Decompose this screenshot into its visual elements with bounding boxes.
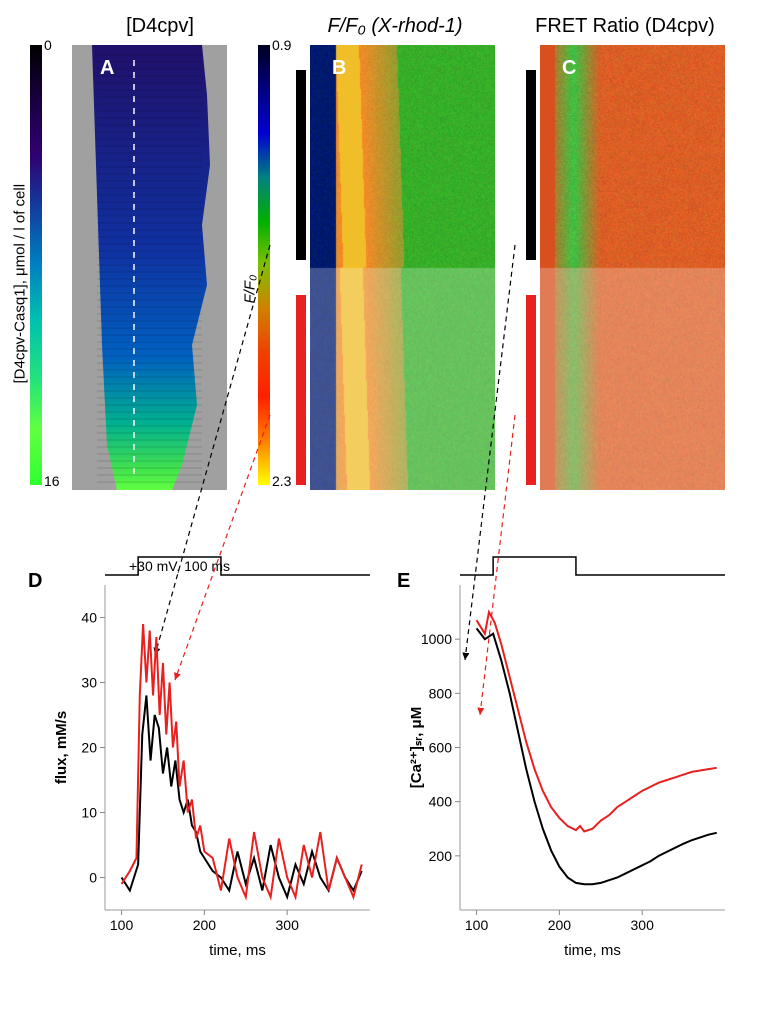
title-C: FRET Ratio (D4cpv) bbox=[520, 15, 730, 38]
title-B: F/F₀ (X-rhod-1) bbox=[300, 15, 490, 38]
figure-root: [D4cpv] F/F₀ (X-rhod-1) FRET Ratio (D4cp… bbox=[10, 15, 752, 994]
cbarA-bot: 16 bbox=[44, 473, 60, 489]
svg-text:10: 10 bbox=[81, 805, 97, 821]
pulse-bar-B-black bbox=[296, 70, 306, 260]
heatmap-C-canvas bbox=[540, 45, 725, 490]
letter-C: C bbox=[562, 57, 576, 80]
letter-B: B bbox=[332, 57, 346, 80]
svg-text:time, ms: time, ms bbox=[564, 942, 621, 959]
svg-text:0: 0 bbox=[89, 870, 97, 886]
title-A: [D4cpv] bbox=[80, 15, 240, 38]
heatmap-A: A bbox=[72, 45, 227, 490]
cbarB-top: 0.9 bbox=[272, 37, 291, 53]
heatmap-B-canvas bbox=[310, 45, 495, 490]
svg-text:300: 300 bbox=[631, 917, 655, 933]
cbarA-top: 0 bbox=[44, 37, 52, 53]
letter-E: E bbox=[397, 570, 410, 593]
svg-text:40: 40 bbox=[81, 610, 97, 626]
pulse-bar-C-black bbox=[526, 70, 536, 260]
svg-text:1000: 1000 bbox=[421, 631, 452, 647]
svg-text:100: 100 bbox=[110, 917, 134, 933]
svg-text:30: 30 bbox=[81, 675, 97, 691]
svg-text:200: 200 bbox=[429, 848, 453, 864]
svg-text:+30 mV, 100 ms: +30 mV, 100 ms bbox=[129, 558, 230, 574]
heatmap-C: C bbox=[540, 45, 725, 490]
letter-D: D bbox=[28, 570, 42, 593]
colorbar-B bbox=[258, 45, 270, 485]
svg-text:20: 20 bbox=[81, 740, 97, 756]
svg-text:200: 200 bbox=[193, 917, 217, 933]
colorbar-A bbox=[30, 45, 42, 485]
svg-text:200: 200 bbox=[548, 917, 572, 933]
chart-D-svg: 0 10 20 30 40 100 200 300 time, ms flux, mM/s +30 … bbox=[50, 535, 380, 965]
svg-text:[Ca²⁺]ₛᵣ, μM: [Ca²⁺]ₛᵣ, μM bbox=[408, 707, 425, 788]
letter-A: A bbox=[100, 57, 114, 80]
svg-text:flux, mM/s: flux, mM/s bbox=[53, 711, 70, 784]
cbarB-axis: F/F₀ bbox=[242, 244, 259, 304]
svg-text:time, ms: time, ms bbox=[209, 942, 266, 959]
heatmap-A-svg bbox=[72, 45, 227, 490]
svg-text:300: 300 bbox=[276, 917, 300, 933]
cbarA-axis: [D4cpv-Casq1], μmol / l of cell bbox=[12, 144, 29, 384]
svg-text:100: 100 bbox=[465, 917, 489, 933]
svg-text:800: 800 bbox=[429, 685, 453, 701]
pulse-bar-B-red bbox=[296, 295, 306, 485]
cbarB-bot: 2.3 bbox=[272, 473, 291, 489]
svg-text:600: 600 bbox=[429, 740, 453, 756]
pulse-bar-C-red bbox=[526, 295, 536, 485]
chart-E-svg: 200 400 600 800 1000 100 200 300 time, ms [Ca²⁺]ₛ… bbox=[405, 535, 735, 965]
heatmap-B: B bbox=[310, 45, 495, 490]
chart-D: D 010203040100200300time, msflux, mM/s+3… bbox=[50, 535, 380, 965]
chart-E: E 2004006008001000100200300time, ms[Ca²⁺… bbox=[405, 535, 735, 965]
svg-text:400: 400 bbox=[429, 794, 453, 810]
